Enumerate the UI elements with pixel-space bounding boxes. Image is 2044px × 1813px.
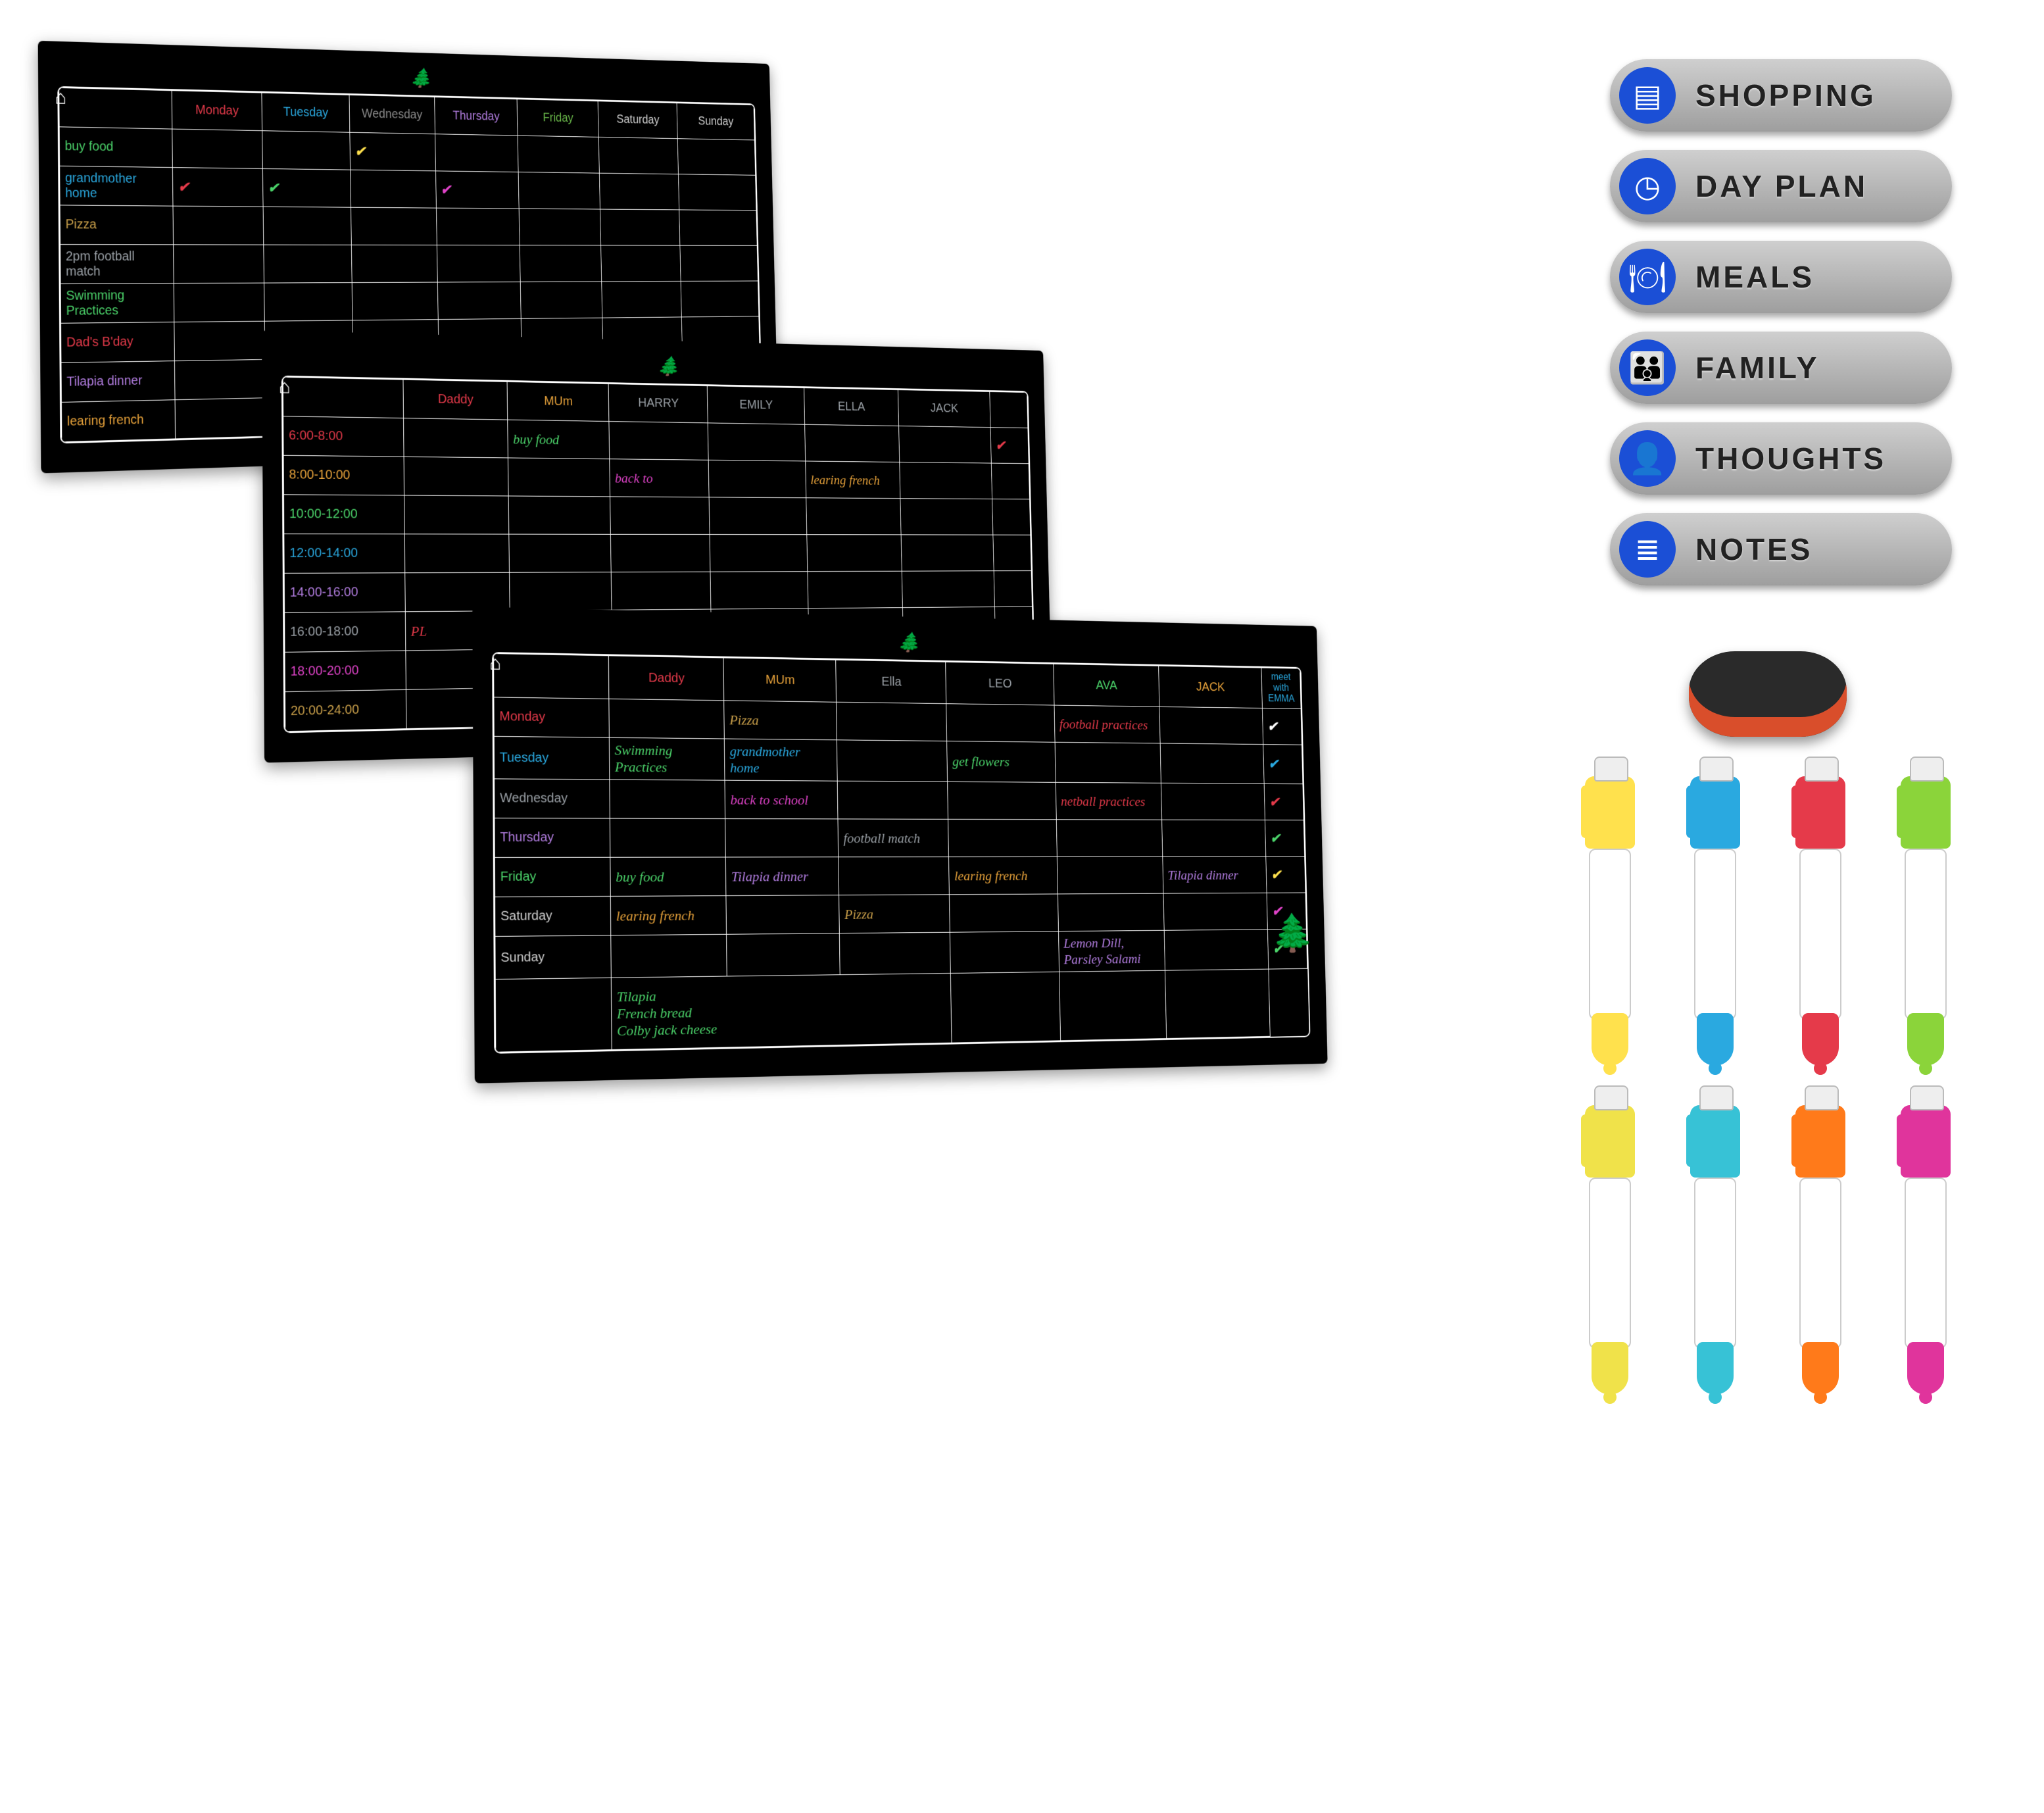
category-pills: ▤ SHOPPING ◷ DAY PLAN 🍽 MEALS 👪 FAMILY 👤 THOUGHTS… [1610,59,1952,585]
pill-label: SHOPPING [1695,78,1876,113]
eraser [1689,651,1847,737]
marker [1682,776,1748,1066]
plate-icon: 🍽 [1619,249,1676,305]
markers-set [1577,776,1972,1408]
tree-icon: 🌲 [410,67,431,89]
pill-shopping: ▤ SHOPPING [1610,59,1952,132]
marker [1577,1105,1643,1395]
home-icon: ⌂ [55,87,66,109]
marker [1893,776,1959,1066]
clock-icon: ◷ [1619,158,1676,214]
marker [1893,1105,1959,1395]
marker [1788,776,1853,1066]
pill-thoughts: 👤 THOUGHTS [1610,422,1952,495]
home-icon: ⌂ [279,376,291,399]
pill-label: DAY PLAN [1695,168,1868,204]
pill-label: MEALS [1695,259,1814,295]
pill-label: FAMILY [1695,350,1819,385]
board-action-planner: ⌂ 🌲 DaddyMUmEllaLEOAVAJACKmeet with EMMA… [472,607,1327,1083]
tree-icon: 🌲 [1271,911,1313,955]
pill-notes: ≣ NOTES [1610,513,1952,585]
boards-stage: ⌂ 🌲 MondayTuesdayWednesdayThursdayFriday… [39,39,1355,1487]
people-icon: 👪 [1619,339,1676,396]
tree-icon: 🌲 [657,355,679,378]
marker [1577,776,1643,1066]
pill-label: NOTES [1695,532,1813,567]
note-icon: ≣ [1619,521,1676,578]
marker [1788,1105,1853,1395]
marker [1682,1105,1748,1395]
pill-family: 👪 FAMILY [1610,332,1952,404]
pill-day plan: ◷ DAY PLAN [1610,150,1952,222]
home-icon: ⌂ [489,653,501,675]
pill-label: THOUGHTS [1695,441,1886,476]
pill-meals: 🍽 MEALS [1610,241,1952,313]
head-icon: 👤 [1619,430,1676,487]
tree-icon: 🌲 [898,632,920,654]
list-icon: ▤ [1619,67,1676,124]
board3-grid: DaddyMUmEllaLEOAVAJACKmeet with EMMAMond… [492,652,1310,1054]
